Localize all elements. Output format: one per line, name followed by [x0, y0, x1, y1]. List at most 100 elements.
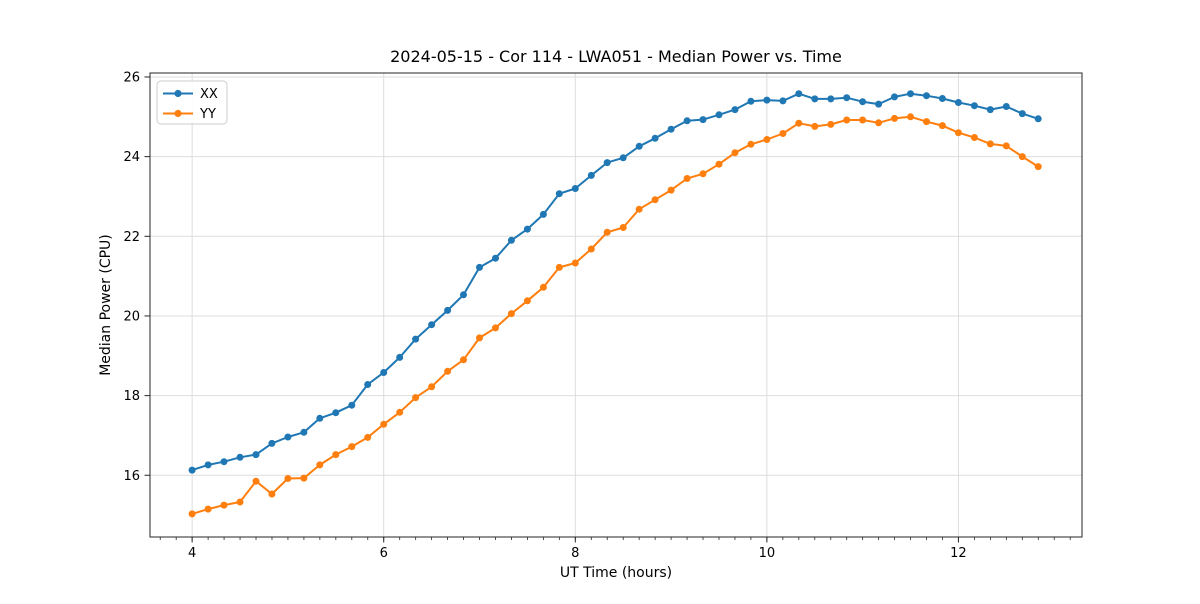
data-point-yy — [460, 356, 467, 364]
series-layer — [188, 90, 1042, 518]
data-point-yy — [1034, 163, 1042, 171]
y-tick-label: 18 — [123, 389, 140, 404]
x-tick-label: 4 — [188, 546, 196, 561]
x-axis-label: UT Time (hours) — [560, 565, 672, 581]
data-point-xx — [444, 306, 452, 314]
series-line-xx — [191, 92, 1040, 472]
data-point-xx — [507, 236, 515, 244]
data-point-xx — [268, 439, 276, 447]
data-point-xx — [970, 102, 978, 110]
data-point-xx — [571, 185, 579, 192]
grid-layer — [150, 73, 1082, 537]
data-point-xx — [460, 291, 467, 299]
data-point-yy — [444, 367, 452, 375]
data-point-xx — [827, 95, 835, 103]
x-tick-label: 12 — [950, 546, 967, 561]
data-point-xx — [316, 414, 324, 422]
data-point-yy — [428, 383, 436, 391]
data-point-xx — [907, 90, 914, 98]
data-point-xx — [843, 94, 851, 102]
y-tick-label: 20 — [123, 309, 140, 324]
y-tick-label: 24 — [123, 150, 140, 165]
data-point-xx — [859, 98, 867, 106]
data-point-xx — [683, 117, 691, 125]
data-point-xx — [795, 90, 803, 98]
data-point-yy — [986, 140, 994, 148]
data-point-xx — [587, 171, 595, 179]
data-point-yy — [396, 408, 404, 416]
data-point-xx — [715, 111, 723, 119]
data-point-xx — [1002, 103, 1010, 110]
data-point-xx — [1018, 110, 1026, 118]
data-point-xx — [236, 453, 244, 461]
data-point-yy — [635, 205, 643, 213]
data-point-yy — [667, 186, 675, 194]
data-point-yy — [1002, 142, 1010, 150]
data-point-xx — [332, 409, 340, 417]
data-point-yy — [1018, 153, 1026, 161]
data-point-yy — [332, 451, 340, 459]
data-point-yy — [938, 122, 946, 130]
data-point-xx — [476, 263, 483, 271]
data-point-yy — [476, 334, 483, 342]
data-point-yy — [555, 263, 563, 271]
chart-title: 2024-05-15 - Cor 114 - LWA051 - Median P… — [390, 47, 842, 66]
data-point-xx — [555, 190, 563, 198]
data-point-yy — [364, 433, 372, 441]
legend-label-xx: XX — [200, 87, 218, 102]
y-tick-label: 22 — [123, 230, 140, 245]
data-point-yy — [683, 175, 691, 182]
legend-marker-xx-icon — [174, 89, 182, 98]
data-point-xx — [364, 381, 372, 388]
data-point-xx — [891, 93, 898, 101]
data-point-xx — [923, 92, 930, 100]
data-point-yy — [699, 170, 707, 178]
data-point-yy — [651, 196, 659, 204]
data-point-yy — [970, 134, 978, 141]
data-point-xx — [619, 154, 627, 162]
data-point-yy — [380, 420, 388, 428]
data-point-xx — [811, 95, 819, 103]
data-point-xx — [539, 210, 547, 218]
y-axis-label: Median Power (CPU) — [98, 234, 114, 376]
data-point-yy — [875, 119, 883, 127]
data-point-xx — [699, 116, 707, 124]
data-point-yy — [603, 228, 611, 236]
data-point-xx — [300, 428, 308, 436]
data-point-yy — [236, 498, 244, 506]
data-point-xx — [635, 142, 643, 150]
data-point-xx — [348, 401, 356, 409]
data-point-yy — [348, 443, 356, 451]
data-point-xx — [779, 97, 787, 105]
x-tick-label: 10 — [759, 546, 776, 561]
y-tick-label: 26 — [123, 70, 140, 85]
data-point-yy — [907, 113, 914, 121]
data-point-xx — [412, 335, 420, 343]
data-point-yy — [523, 297, 531, 305]
data-point-xx — [284, 433, 292, 441]
data-point-yy — [779, 130, 787, 137]
data-point-yy — [300, 474, 308, 482]
y-tick-label: 16 — [123, 469, 140, 484]
data-point-yy — [252, 477, 260, 485]
data-point-yy — [507, 310, 515, 318]
data-point-yy — [539, 283, 547, 291]
data-point-yy — [284, 475, 292, 482]
data-point-yy — [843, 116, 851, 124]
data-point-xx — [380, 369, 388, 376]
data-point-yy — [827, 120, 835, 128]
data-point-xx — [252, 451, 260, 459]
data-point-xx — [204, 461, 212, 469]
data-point-xx — [875, 100, 883, 108]
data-point-yy — [412, 394, 420, 402]
data-point-xx — [763, 96, 771, 104]
data-point-yy — [763, 136, 771, 143]
legend-item-yy: YY — [163, 107, 216, 122]
data-point-yy — [715, 160, 723, 168]
data-point-yy — [587, 245, 595, 253]
legend-marker-yy-icon — [174, 109, 182, 118]
data-point-yy — [891, 114, 898, 122]
data-point-xx — [986, 106, 994, 114]
